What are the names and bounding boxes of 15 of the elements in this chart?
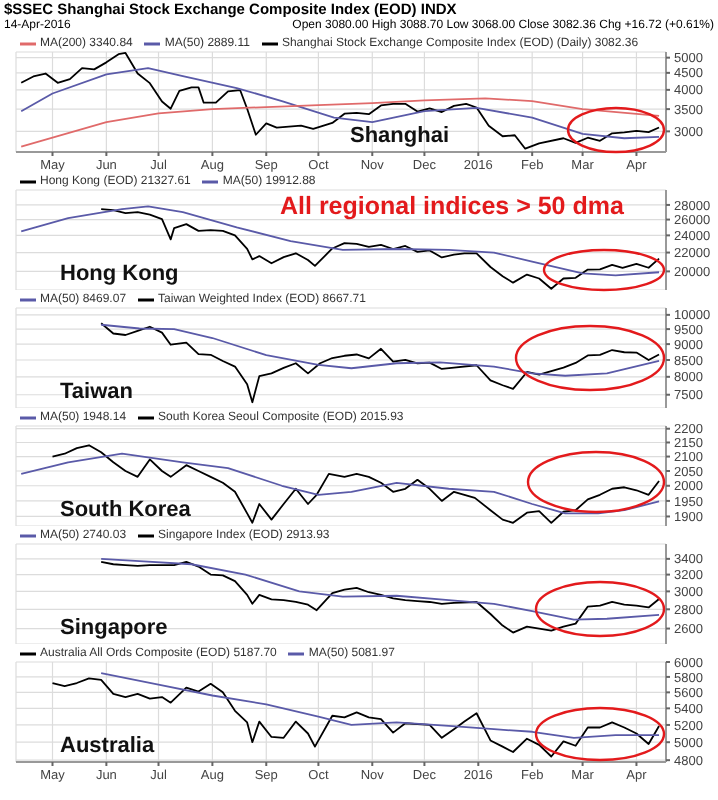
line-series: [51, 677, 660, 758]
annotation: Singapore: [60, 616, 168, 640]
line-series: [20, 97, 660, 148]
annotation: Hong Kong: [60, 262, 179, 286]
line-series: [51, 444, 660, 524]
line-series: [100, 323, 660, 377]
line-series: [100, 672, 660, 739]
line-series: [100, 557, 660, 621]
annotation: All regional indices > 50 dma: [280, 192, 624, 220]
annotation: Taiwan: [60, 380, 133, 404]
line-series: [20, 452, 660, 515]
annotation: South Korea: [60, 498, 191, 522]
annotation: Shanghai: [350, 124, 450, 148]
annotation: Australia: [60, 734, 155, 758]
line-series: [20, 52, 660, 150]
